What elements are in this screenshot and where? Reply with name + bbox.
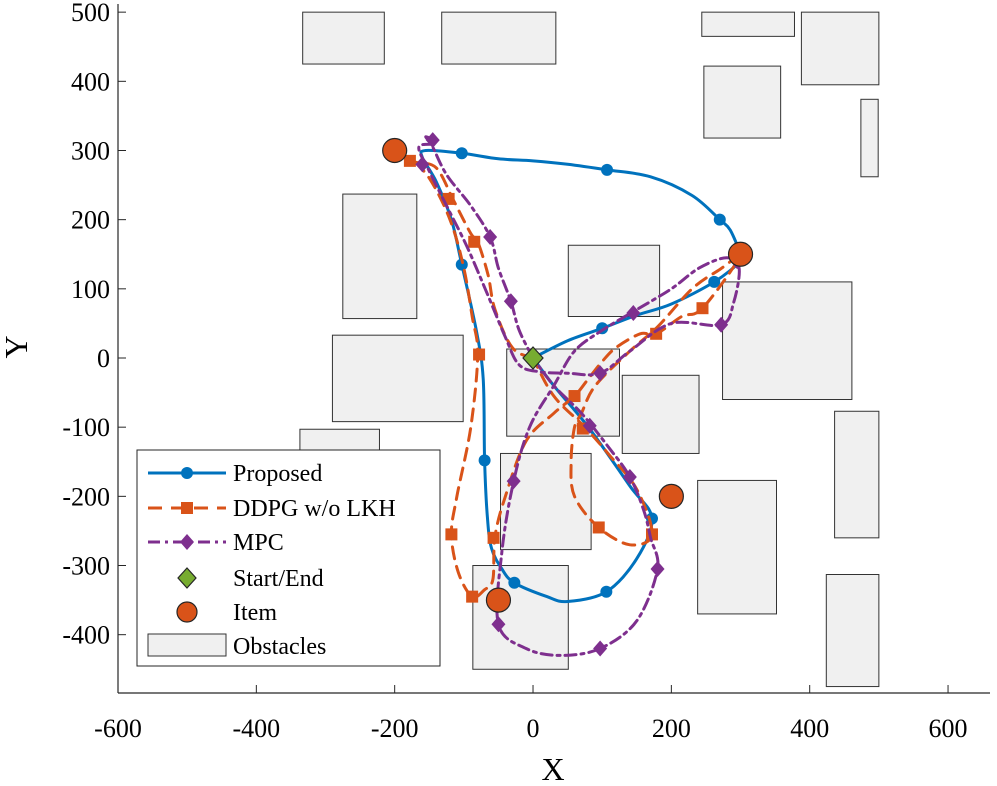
series-marker-mpc xyxy=(593,640,608,657)
legend-label-obstacles: Obstacles xyxy=(233,634,326,660)
series-marker-ddpg xyxy=(403,154,416,167)
series-marker-proposed xyxy=(601,163,614,176)
series-layer xyxy=(403,132,745,657)
series-marker-ddpg xyxy=(696,302,709,315)
series-marker-mpc xyxy=(593,365,608,382)
legend-entry-item: Item xyxy=(176,600,277,626)
series-marker-proposed xyxy=(455,147,468,160)
obstacles-layer xyxy=(299,11,880,688)
legend-entry-start: Start/End xyxy=(177,566,324,592)
series-marker-mpc xyxy=(415,156,430,173)
series-marker-ddpg xyxy=(568,390,581,403)
legend-marker-item xyxy=(176,601,198,623)
legend-label-item: Item xyxy=(233,600,277,626)
legend-label-proposed: Proposed xyxy=(233,461,322,487)
obstacle xyxy=(621,374,700,454)
obstacle xyxy=(800,11,880,86)
series-marker-mpc xyxy=(506,473,521,490)
obstacle xyxy=(506,348,620,437)
series-marker-mpc xyxy=(622,468,637,485)
x-tick-label: -400 xyxy=(233,714,281,743)
legend-label-start: Start/End xyxy=(233,566,324,592)
series-marker-ddpg xyxy=(487,531,500,544)
item-marker xyxy=(485,587,512,613)
x-tick-label: 400 xyxy=(790,714,829,743)
x-tick-label: -200 xyxy=(371,714,419,743)
obstacle xyxy=(500,452,592,551)
y-axis-ticks: -400 -300 -200 -100 0 100 200 300 400 500 xyxy=(62,0,126,650)
obstacle xyxy=(834,410,880,539)
obstacle xyxy=(825,574,880,688)
series-marker-mpc xyxy=(650,560,665,577)
obstacle xyxy=(701,11,795,37)
item-marker xyxy=(382,137,408,164)
legend-swatch-obstacles xyxy=(147,633,227,657)
obstacle xyxy=(441,11,557,65)
series-marker-proposed xyxy=(455,258,468,271)
x-tick-label: 0 xyxy=(527,714,540,743)
legend-label-mpc: MPC xyxy=(233,530,284,556)
series-marker-proposed xyxy=(713,213,726,226)
obstacle xyxy=(302,11,385,65)
series-marker-proposed xyxy=(508,576,521,589)
obstacle xyxy=(722,281,853,401)
series-line-mpc xyxy=(417,135,741,657)
obstacle xyxy=(860,98,879,178)
item-marker xyxy=(727,241,754,267)
series-marker-ddpg xyxy=(592,521,605,534)
legend-marker-mpc xyxy=(180,534,194,550)
y-tick-label: -200 xyxy=(62,482,110,511)
obstacle xyxy=(331,334,464,423)
series-marker-mpc xyxy=(491,616,506,633)
obstacle xyxy=(472,565,569,670)
series-marker-ddpg xyxy=(466,590,479,603)
x-tick-label: 600 xyxy=(929,714,968,743)
item-marker xyxy=(658,483,684,509)
series-marker-mpc xyxy=(714,316,729,333)
legend-marker-proposed xyxy=(181,467,193,479)
legend-entry-mpc: MPC xyxy=(148,530,284,556)
series-marker-ddpg xyxy=(445,528,458,541)
series-marker-proposed xyxy=(600,585,613,598)
series-marker-ddpg xyxy=(650,327,663,340)
x-axis-title: X xyxy=(541,751,564,786)
series-marker-ddpg xyxy=(473,348,486,361)
series-marker-mpc xyxy=(626,305,641,322)
series-marker-ddpg xyxy=(468,235,481,248)
y-tick-label: -300 xyxy=(62,552,110,581)
y-tick-label: 200 xyxy=(71,206,110,235)
start-end-marker xyxy=(522,346,544,370)
series-marker-mpc xyxy=(582,417,597,434)
y-tick-label: 300 xyxy=(71,136,110,165)
y-tick-label: 500 xyxy=(71,0,110,27)
y-tick-label: -100 xyxy=(62,413,110,442)
legend-marker-start xyxy=(177,567,197,589)
y-axis-title: Y xyxy=(0,335,34,358)
legend-label-ddpg: DDPG w/o LKH xyxy=(233,496,396,522)
legend-marker-ddpg xyxy=(181,502,193,514)
x-axis-ticks: -600 -400 -200 0 200 400 600 xyxy=(94,685,968,743)
obstacle xyxy=(703,65,782,139)
legend-entry-ddpg: DDPG w/o LKH xyxy=(148,496,396,522)
y-tick-label: 100 xyxy=(71,275,110,304)
x-tick-label: 200 xyxy=(652,714,691,743)
items-layer xyxy=(382,137,754,613)
series-marker-proposed xyxy=(708,275,721,288)
y-tick-label: -400 xyxy=(62,621,110,650)
series-marker-mpc xyxy=(483,228,498,245)
obstacle xyxy=(697,479,777,615)
legend: Proposed DDPG w/o LKH MPC Start/End Item… xyxy=(136,449,441,667)
series-marker-mpc xyxy=(503,293,518,310)
y-tick-label: 0 xyxy=(97,344,110,373)
x-tick-label: -600 xyxy=(94,714,142,743)
obstacle xyxy=(342,193,418,320)
y-tick-label: 400 xyxy=(71,67,110,96)
series-marker-mpc xyxy=(425,132,440,149)
series-marker-proposed xyxy=(478,454,491,467)
legend-entry-obstacles: Obstacles xyxy=(147,633,326,660)
legend-box xyxy=(136,449,441,667)
legend-entry-proposed: Proposed xyxy=(148,461,322,487)
